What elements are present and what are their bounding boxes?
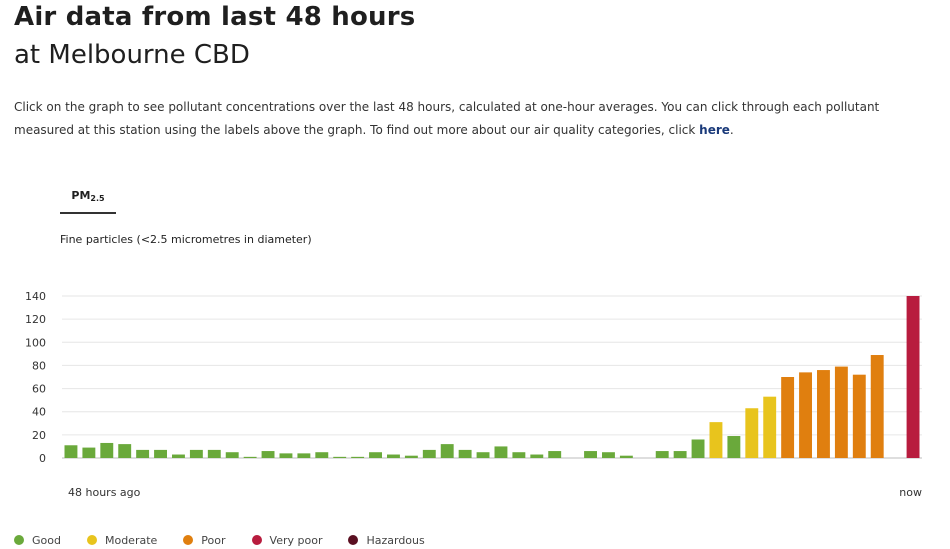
legend-swatch: [348, 535, 359, 545]
legend-item: Hazardous: [348, 533, 425, 547]
intro-end: .: [729, 123, 734, 137]
legend-swatch: [251, 535, 262, 545]
tab-pm25[interactable]: PM2.5: [60, 185, 116, 214]
legend-swatch: [14, 535, 24, 545]
legend-label: Moderate: [104, 533, 158, 547]
bar[interactable]: 1: [351, 456, 365, 458]
legend-item: Good: [14, 534, 61, 547]
bar[interactable]: 7: [207, 449, 221, 458]
bar[interactable]: 53: [763, 396, 777, 458]
bar[interactable]: 3: [530, 454, 544, 458]
bar[interactable]: 74: [799, 372, 812, 458]
bar[interactable]: 3: [387, 454, 400, 458]
y-tick-label: 140: [25, 290, 46, 303]
chart-description: Fine particles (<2.5 micrometres in diam…: [60, 233, 312, 246]
bar[interactable]: 16: [691, 439, 705, 458]
legend-swatch: [86, 535, 97, 545]
legend-item: Moderate: [86, 533, 158, 547]
bar[interactable]: 140: [906, 296, 920, 458]
tab-label-sub: 2.5: [90, 194, 105, 203]
y-tick-label: 60: [32, 383, 46, 396]
categories-link[interactable]: here: [699, 123, 730, 137]
legend-label: Poor: [201, 533, 226, 547]
bar[interactable]: 12: [118, 444, 132, 458]
bar[interactable]: 19: [727, 436, 741, 458]
legend-label: Good: [32, 533, 61, 547]
bar[interactable]: 6: [673, 451, 687, 458]
y-tick-label: 40: [32, 406, 46, 419]
bar[interactable]: 5: [512, 452, 526, 458]
bar[interactable]: 13: [100, 442, 114, 458]
x-start-label: 48 hours ago: [68, 486, 141, 499]
bar[interactable]: 10: [494, 446, 508, 458]
bar[interactable]: 1: [333, 456, 347, 458]
legend-item: Very poor: [251, 533, 323, 547]
bar[interactable]: 11: [64, 445, 78, 458]
y-tick-label: 80: [32, 359, 46, 372]
x-end-label: now: [899, 486, 922, 499]
bar[interactable]: 70: [781, 377, 795, 458]
bar[interactable]: 7: [458, 449, 472, 458]
bar[interactable]: 4: [297, 453, 311, 458]
bar[interactable]: 72: [852, 374, 866, 458]
bar[interactable]: 5: [602, 452, 615, 458]
bar[interactable]: 7: [136, 449, 150, 458]
bar[interactable]: 12: [440, 444, 454, 458]
y-tick-label: 0: [39, 452, 46, 465]
legend-item: Poor: [183, 533, 226, 547]
bar[interactable]: 1: [243, 456, 257, 458]
bar[interactable]: 3: [172, 454, 185, 458]
bar[interactable]: 4: [279, 453, 293, 458]
bar[interactable]: 5: [476, 452, 490, 458]
bar[interactable]: 6: [261, 451, 275, 458]
legend-label: Very poor: [269, 533, 323, 547]
intro-text: Click on the graph to see pollutant conc…: [14, 100, 880, 137]
bar[interactable]: 5: [369, 452, 382, 458]
bar[interactable]: 76: [817, 370, 830, 458]
bar[interactable]: 6: [548, 451, 562, 458]
page-subtitle: at Melbourne CBD: [14, 40, 250, 70]
bar[interactable]: 9: [82, 447, 96, 458]
bar[interactable]: 31: [709, 422, 723, 458]
legend-swatch: [183, 535, 194, 545]
legend-label: Hazardous: [366, 533, 425, 547]
bar[interactable]: 7: [189, 449, 203, 458]
bar[interactable]: 2: [404, 455, 418, 458]
bar[interactable]: 7: [154, 449, 167, 458]
y-tick-label: 20: [32, 429, 46, 442]
y-tick-label: 100: [25, 336, 46, 349]
bar[interactable]: 5: [225, 452, 239, 458]
bar[interactable]: 5: [315, 452, 329, 458]
bar[interactable]: 89: [870, 355, 884, 458]
bar[interactable]: 6: [584, 451, 597, 458]
bar[interactable]: 43: [745, 408, 759, 458]
y-tick-label: 120: [25, 313, 46, 326]
pm25-bar-chart[interactable]: 0204060801001201401191312773775164451153…: [0, 280, 950, 510]
intro-paragraph: Click on the graph to see pollutant conc…: [14, 96, 939, 142]
bar[interactable]: 2: [619, 455, 633, 458]
page-title: Air data from last 48 hours: [14, 2, 416, 32]
bar[interactable]: 79: [834, 366, 848, 458]
tab-label-main: PM: [71, 189, 91, 202]
bar[interactable]: 7: [422, 449, 436, 458]
legend: Good Moderate Poor Very poor Hazardous: [14, 531, 451, 549]
bar[interactable]: 6: [655, 451, 669, 458]
